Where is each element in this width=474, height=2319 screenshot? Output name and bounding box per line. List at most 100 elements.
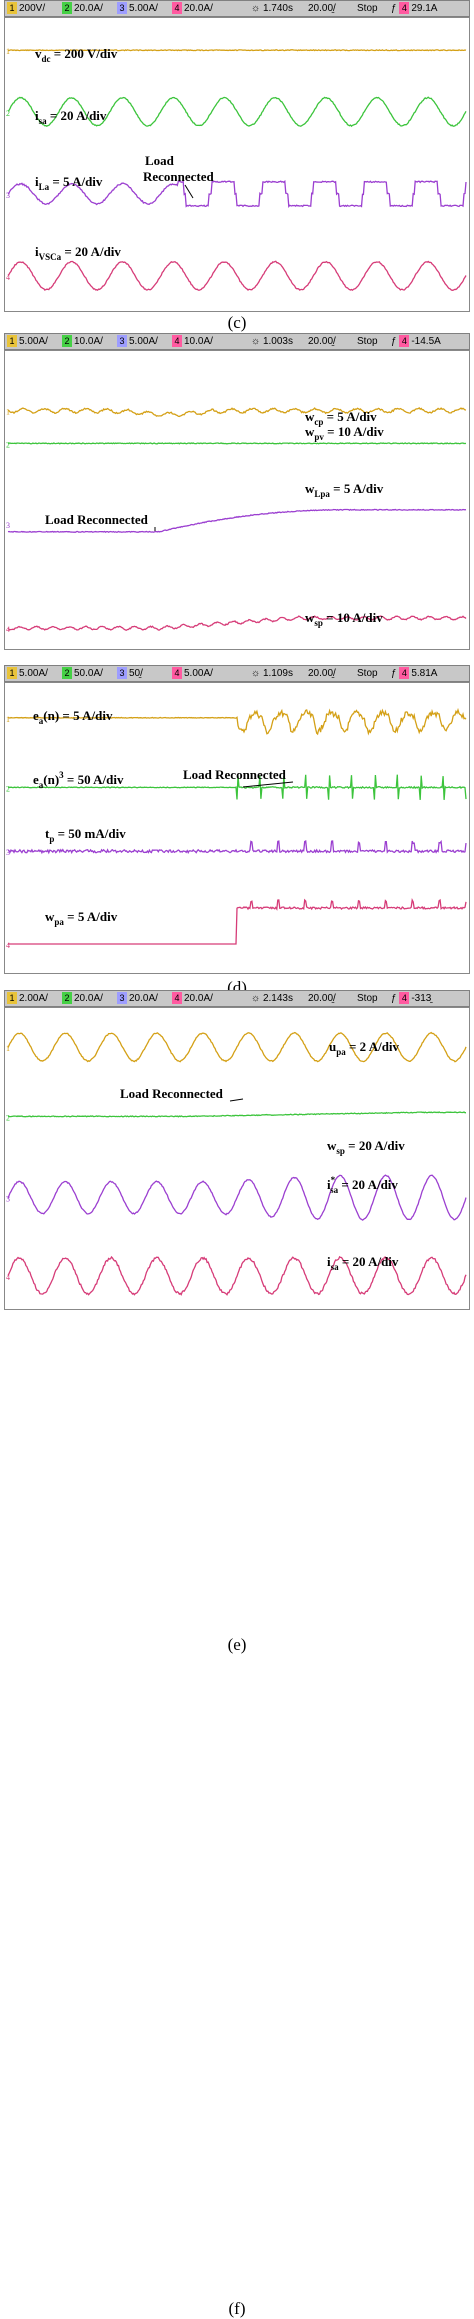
channel-marker: 4 [6, 941, 10, 950]
channel-chip: 1 [7, 2, 17, 14]
channel-chip: 3 [117, 335, 127, 347]
channel-chip: 2 [62, 2, 72, 14]
scope-plot: 1 upa = 2 A/div 2 wsp = 20 A/div 3 i* sa = 20 … [6, 1031, 467, 1296]
channel-marker: 2 [6, 440, 10, 449]
status-timebase-value: 20.00̱/ [308, 3, 336, 14]
trace-label: wsp = 10 A/div [305, 610, 383, 628]
annotation-arrow [242, 781, 294, 788]
status-state: Stop [357, 992, 378, 1006]
status-time-value: 1.740s [262, 3, 293, 14]
channel-chip: 3 [117, 667, 127, 679]
status-ch4-value: 5.00A/ [184, 668, 213, 679]
status-trig-value: -313̱ [411, 993, 432, 1004]
trigger-edge-icon: ƒ [391, 668, 400, 679]
subfigure-caption: (c) [227, 313, 247, 332]
status-ch2: 2 10.0A/ [62, 335, 103, 349]
channel-marker: 3 [6, 521, 10, 530]
scope-panel-e: 1 5.00A/2 50.0A/3 50̱/4 5.00A/☼ 1.109s 20.00̱… [0, 665, 474, 1655]
trace-u-pa [7, 1031, 467, 1063]
trace-w-pv [7, 442, 467, 445]
trace-label: isa = 20 A/div [327, 1254, 399, 1272]
trigger-position-icon: ☼ [251, 993, 263, 1004]
status-ch2-value: 50.0A/ [74, 668, 103, 679]
status-ch1: 1 5.00A/ [7, 667, 48, 681]
scope-screen: 1 ea(n) = 5 A/div 2 ea(n)3 = 50 A/div 3 tp = … [4, 682, 470, 974]
scope-status-bar: 1 200V/2 20.0A/3 5.00A/4 20.0A/ ☼ 1.740s 20.00… [4, 0, 470, 17]
trace-e-a-n--3 [7, 774, 467, 800]
status-timebase: 20.00̱/ [308, 992, 336, 1006]
status-ch3-value: 20.0A/ [129, 993, 158, 1004]
status-ch1: 1 200V/ [7, 2, 45, 16]
channel-chip: 4 [172, 667, 182, 679]
status-ch1-value: 5.00A/ [19, 336, 48, 347]
status-ch4-value: 10.0A/ [184, 336, 213, 347]
status-state-value: Stop [357, 668, 378, 679]
status-ch2: 2 20.0A/ [62, 2, 103, 16]
status-state-value: Stop [357, 336, 378, 347]
status-ch4: 4 20.0A/ [172, 992, 213, 1006]
status-trig: ƒ 4 29.1A [391, 2, 437, 16]
channel-chip: 3 [117, 2, 127, 14]
channel-marker: 3 [6, 848, 10, 857]
annotation-arrow [184, 184, 194, 199]
status-ch3: 3 5.00A/ [117, 2, 158, 16]
trigger-position-icon: ☼ [251, 668, 263, 679]
status-time-value: 2.143s [262, 993, 293, 1004]
scope-plot: 1 wcp = 5 A/div 2 wpv = 10 A/div 3 wLpa = 5 A… [6, 407, 467, 634]
status-state: Stop [357, 335, 378, 349]
status-time: ☼ 1.109s [251, 667, 293, 681]
status-time: ☼ 2.143s [251, 992, 293, 1006]
trace-label: ea(n)3 = 50 A/div [33, 770, 124, 790]
load-reconnected-annotation: Load Reconnected [183, 767, 294, 788]
status-ch3-value: 5.00A/ [129, 3, 158, 14]
trace-label: wpv = 10 A/div [305, 424, 384, 442]
trigger-position-icon: ☼ [251, 336, 263, 347]
channel-chip: 4 [399, 2, 410, 14]
trace-label: ea(n) = 5 A/div [33, 708, 113, 726]
trace-label: tp = 50 mA/div [45, 826, 126, 844]
trace-i-La [7, 179, 467, 208]
channel-marker: 4 [6, 273, 10, 282]
channel-chip: 1 [7, 335, 17, 347]
trace-i-sa [7, 96, 467, 128]
status-time-value: 1.109s [262, 668, 293, 679]
subfigure-caption: (f) [228, 2299, 246, 2318]
channel-chip: 1 [7, 667, 17, 679]
status-ch1: 1 5.00A/ [7, 335, 48, 349]
status-ch1-value: 5.00A/ [19, 668, 48, 679]
scope-panel-f: 1 2.00A/2 20.0A/3 20.0A/4 20.0A/☼ 2.143s 20.0… [0, 990, 474, 2319]
trace-e-a-n- [7, 707, 467, 736]
status-trig-value: -14.5A [411, 336, 441, 347]
channel-chip: 2 [62, 335, 72, 347]
status-trig: ƒ 4 5.81A [391, 667, 437, 681]
status-ch4: 4 20.0A/ [172, 2, 213, 16]
trace-label: iVSCa = 20 A/div [35, 244, 121, 262]
scope-status-bar: 1 5.00A/2 50.0A/3 50̱/4 5.00A/☼ 1.109s 20.00̱… [4, 665, 470, 682]
channel-marker: 4 [6, 1273, 10, 1282]
trace-label: wsp = 20 A/div [327, 1138, 405, 1156]
trace-label: wpa = 5 A/div [45, 909, 118, 927]
trace-w-cp [7, 407, 467, 418]
status-ch3: 3 50̱/ [117, 667, 143, 681]
channel-marker: 4 [6, 625, 10, 634]
channel-chip: 4 [172, 335, 182, 347]
trace-i-VSCa [7, 260, 467, 292]
trace-i--sa [7, 1174, 467, 1221]
channel-marker: 3 [6, 1195, 10, 1204]
channel-chip: 4 [399, 335, 410, 347]
scope-plot: 1 ea(n) = 5 A/div 2 ea(n)3 = 50 A/div 3 tp = … [6, 707, 467, 950]
trace-label: iLa = 5 A/div [35, 174, 103, 192]
trigger-position-icon: ☼ [251, 3, 263, 14]
status-ch3-value: 5.00A/ [129, 336, 158, 347]
channel-marker: 2 [6, 784, 10, 793]
channel-chip: 2 [62, 667, 72, 679]
status-ch2: 2 20.0A/ [62, 992, 103, 1006]
trace-w-Lpa [7, 508, 467, 533]
channel-marker: 1 [6, 408, 10, 417]
status-timebase: 20.00̱/ [308, 667, 336, 681]
status-state-value: Stop [357, 3, 378, 14]
trace-label: i* sa = 20 A/div [327, 1175, 398, 1195]
scope-plot: 1 vdc = 200 V/div 2 isa = 20 A/div 3 iLa = 5 … [6, 46, 467, 292]
annotation-text: Reconnected [143, 169, 215, 184]
